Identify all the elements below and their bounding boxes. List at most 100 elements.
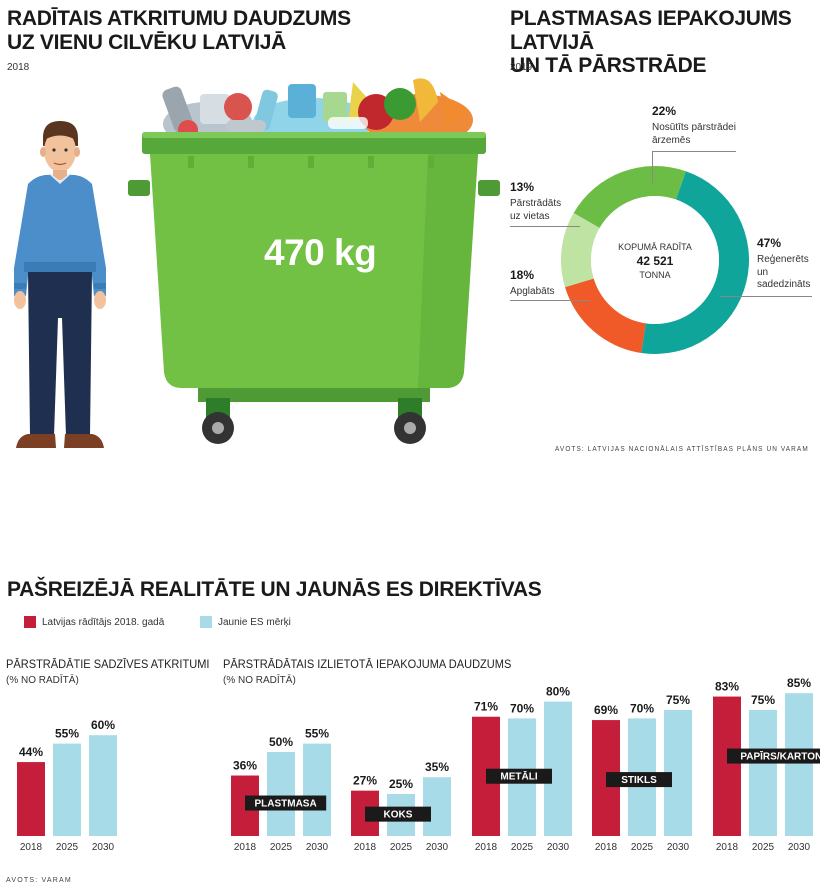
donut-category-label-line: Nosūtīts pārstrādei: [652, 122, 736, 133]
bar-value-label: 75%: [751, 693, 775, 707]
leader-line: [510, 300, 590, 301]
leader-line: [652, 151, 736, 152]
bar: [53, 743, 81, 836]
bar-category-label: 2025: [270, 842, 293, 853]
bar-value-label: 27%: [353, 774, 377, 788]
donut-center-line3: TONNA: [639, 270, 671, 280]
donut-hole: [591, 196, 719, 324]
bar-value-label: 69%: [594, 703, 618, 717]
donut-category-label-line: un: [757, 266, 769, 278]
bar-value-label: 55%: [55, 727, 79, 741]
bar-value-label: 44%: [19, 745, 43, 759]
donut-category-label-line: Apglabāts: [510, 286, 555, 297]
bottom-source: AVOTS: VARAM: [6, 877, 72, 884]
donut-category-label: Apglabāts: [510, 286, 554, 299]
bar-value-label: 55%: [305, 727, 329, 741]
left-title: RADĪTAIS ATKRITUMU DAUDZUMS UZ VIENU CIL…: [7, 7, 351, 54]
garbage-bin-icon: [128, 78, 500, 444]
donut-slice: [565, 278, 646, 353]
bar: [17, 762, 45, 836]
bar-category-label: 2025: [511, 842, 534, 853]
bar: [713, 696, 741, 836]
group-label: STIKLS: [621, 775, 657, 786]
leader-line: [720, 296, 812, 297]
donut-slice: [561, 213, 600, 288]
bar-category-label: 2018: [234, 842, 257, 853]
group-label: PAPĪRS/KARTONS: [740, 751, 820, 763]
bar-category-label: 2025: [56, 842, 79, 853]
bar: [785, 693, 813, 836]
right-source: AVOTS: LATVIJAS NACIONĀLAIS ATTĪSTĪBAS P…: [555, 446, 809, 453]
bar-category-label: 2018: [716, 842, 739, 853]
left-title-line1: RADĪTAIS ATKRITUMU DAUDZUMS: [7, 7, 351, 30]
legend-item-latvia: Latvijas rādītājs 2018. gadā: [24, 616, 164, 628]
donut-value-label: 18%: [510, 268, 535, 282]
donut-category-label: Nosūtīts pārstrādei ārzemēs: [652, 122, 736, 147]
group-label-badge: [365, 806, 431, 822]
bar-value-label: 83%: [715, 680, 739, 694]
group-label-badge: [606, 772, 672, 788]
bar-category-label: 2018: [475, 842, 498, 853]
right-subtitle: PĀRSTRĀDĀTAIS IZLIETOTĀ IEPAKOJUMA DAUDZ…: [223, 657, 512, 671]
leader-line: [652, 151, 653, 183]
bar-category-label: 2030: [788, 842, 811, 853]
left-title-line2: UZ VIENU CILVĒKU LATVIJĀ: [7, 30, 287, 54]
legend-item-eu: Jaunie ES mērķi: [200, 616, 291, 628]
left-unit: (% NO RADĪTĀ): [6, 675, 79, 686]
bar-category-label: 2025: [631, 842, 654, 853]
donut-center-text: KOPUMĀ RADĪTA 42 521 TONNA: [605, 242, 705, 280]
bar: [267, 752, 295, 836]
donut-category-label-line: Pārstrādāts: [510, 198, 562, 209]
bar-value-label: 80%: [546, 685, 570, 699]
bar-value-label: 70%: [630, 701, 654, 715]
bar-category-label: 2025: [390, 842, 413, 853]
bar: [89, 735, 117, 836]
bar-value-label: 85%: [787, 676, 811, 690]
right-year: 2019: [510, 62, 533, 73]
bar: [303, 743, 331, 836]
group-label-badge: [245, 795, 327, 811]
donut-value-label: 13%: [510, 180, 535, 194]
bar-category-label: 2018: [354, 842, 377, 853]
bar-value-label: 75%: [666, 693, 690, 707]
bar-category-label: 2030: [547, 842, 570, 853]
bar-category-label: 2030: [667, 842, 690, 853]
bar-category-label: 2030: [306, 842, 329, 853]
bar-value-label: 71%: [474, 700, 498, 714]
right-title-line2: UN TĀ PĀRSTRĀDE: [510, 54, 707, 78]
bar-value-label: 36%: [233, 759, 257, 773]
donut-slice: [573, 166, 686, 228]
left-subtitle: PĀRSTRĀDĀTIE SADZĪVES ATKRITUMI: [6, 657, 210, 671]
bin-value-label: 470 kg: [264, 232, 377, 273]
donut-category-label-line: ārzemēs: [652, 134, 691, 146]
bar: [749, 710, 777, 836]
person-icon: [14, 121, 106, 448]
bar-value-label: 35%: [425, 760, 449, 774]
group-label: METĀLI: [500, 771, 537, 783]
donut-slice: [641, 171, 749, 354]
group-label: KOKS: [384, 810, 413, 821]
donut-chart: [561, 166, 749, 354]
group-label-badge: [727, 748, 820, 764]
donut-center-line2: 42 521: [636, 254, 674, 268]
donut-center-line1: KOPUMĀ RADĪTA: [618, 242, 692, 252]
bar-value-label: 70%: [510, 701, 534, 715]
bar: [423, 777, 451, 836]
leader-line: [510, 226, 580, 227]
legend-label: Latvijas rādītājs 2018. gadā: [42, 616, 165, 628]
bar-category-label: 2025: [752, 842, 775, 853]
donut-category-label-line: Reģenerēts: [757, 254, 809, 265]
donut-category-label-line: uz vietas: [510, 210, 550, 222]
legend-swatch: [24, 616, 36, 628]
bar-category-label: 2018: [20, 842, 43, 853]
group-label: PLASTMASA: [254, 799, 316, 810]
bar-category-label: 2030: [426, 842, 449, 853]
legend-label: Jaunie ES mērķi: [218, 616, 291, 628]
bar-value-label: 50%: [269, 735, 293, 749]
donut-value-label: 47%: [757, 236, 782, 250]
donut-value-label: 22%: [652, 104, 677, 118]
legend-swatch: [200, 616, 212, 628]
donut-category-label-line: sadedzināts: [757, 279, 811, 290]
right-unit: (% NO RADĪTĀ): [223, 675, 296, 686]
